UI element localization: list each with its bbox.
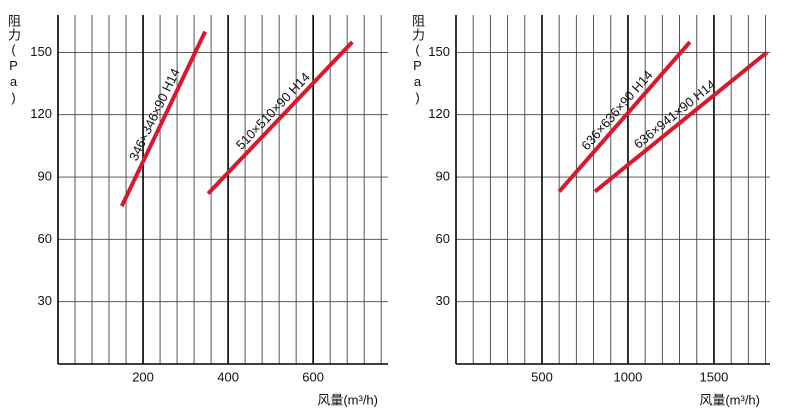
data-line [557,40,692,193]
x-tick-label: 1000 [613,369,642,384]
y-tick-label: 30 [436,293,450,308]
y-tick-label: 150 [30,44,52,59]
data-line [593,50,769,194]
x-tick-label: 400 [217,369,239,384]
y-tick-label: 90 [38,168,52,183]
x-tick-label: 600 [302,369,324,384]
x-tick-label: 1500 [699,369,728,384]
x-tick-label: 500 [531,369,553,384]
x-axis-label: 风量(m³/h) [317,392,378,407]
data-line [206,40,354,196]
y-tick-label: 60 [38,231,52,246]
y-tick-label: 120 [30,106,52,121]
x-tick-label: 200 [132,369,154,384]
data-line [119,30,207,207]
x-axis-label: 风量(m³/h) [699,392,760,407]
y-tick-label: 120 [428,106,450,121]
y-tick-label: 150 [428,44,450,59]
y-axis-label: 阻力(Pa) [410,14,425,106]
y-axis-label: 阻力(Pa) [6,14,21,106]
y-tick-label: 30 [38,293,52,308]
y-tick-label: 60 [436,231,450,246]
y-tick-label: 90 [436,168,450,183]
